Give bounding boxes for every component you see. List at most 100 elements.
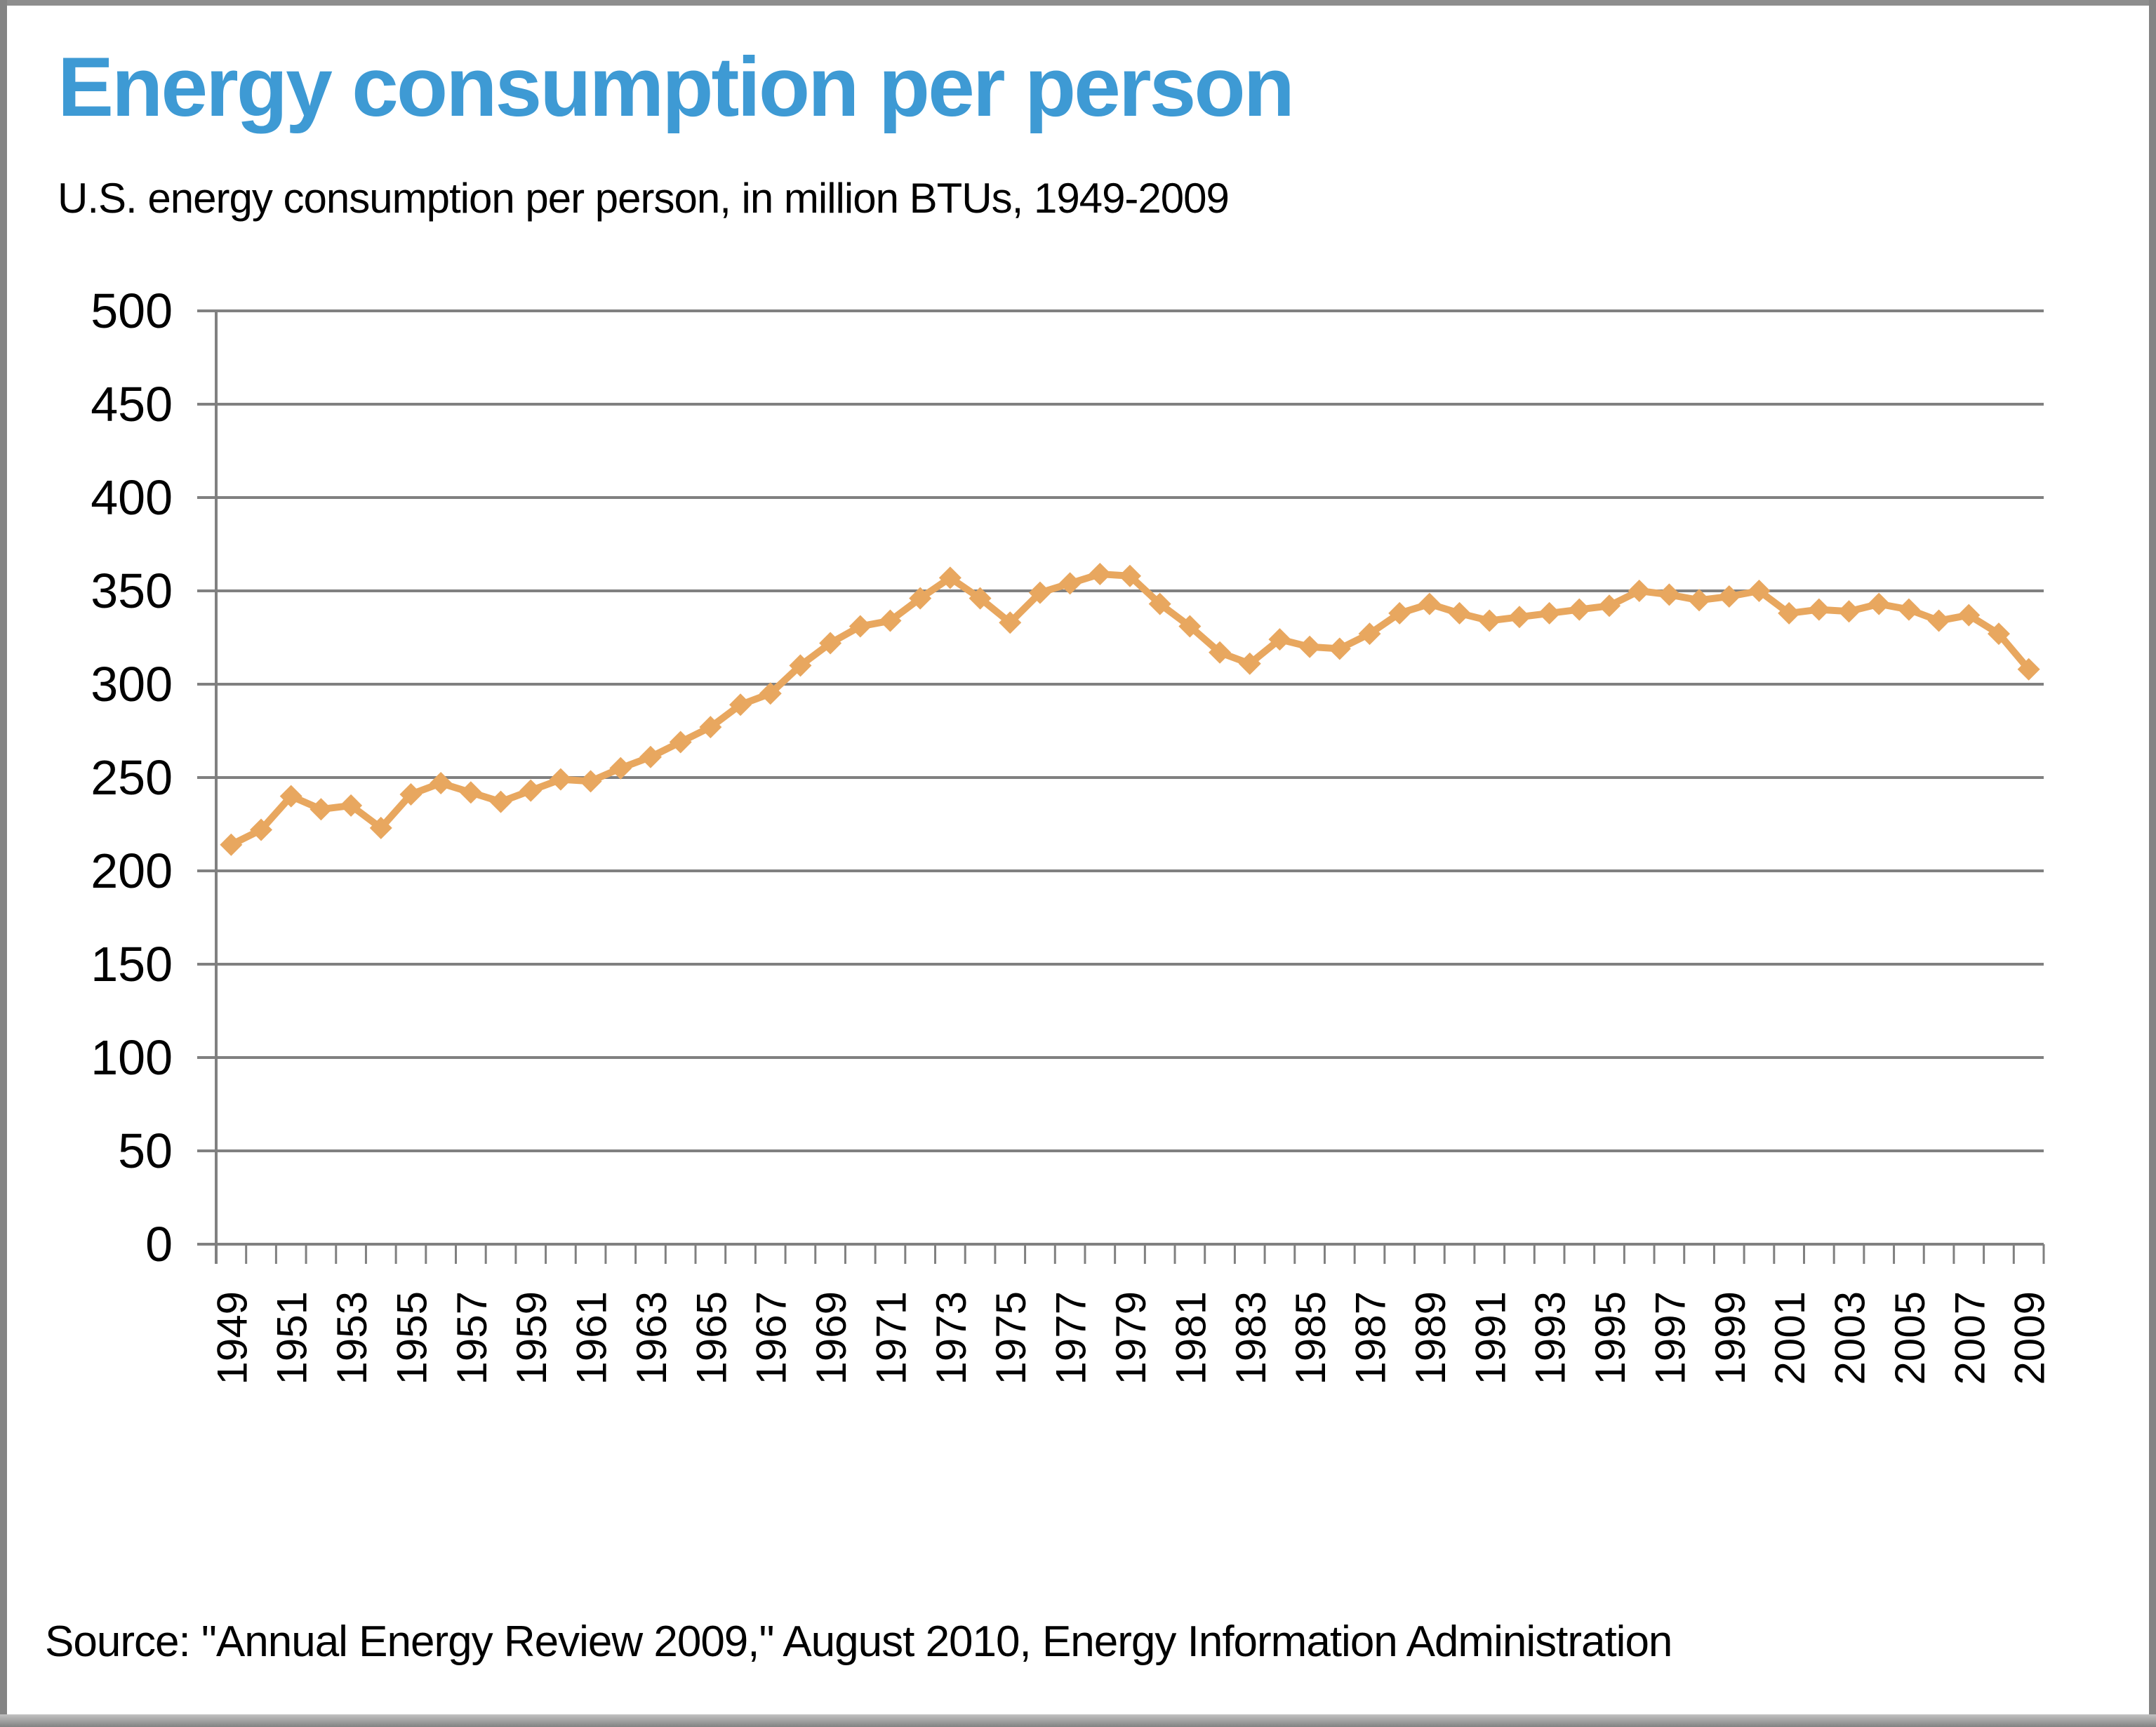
data-point-marker — [399, 782, 422, 806]
data-point-marker — [999, 611, 1022, 634]
data-point-marker — [1358, 622, 1381, 646]
data-point-marker — [789, 654, 812, 677]
data-point-marker — [609, 756, 632, 780]
data-point-marker — [1807, 598, 1830, 621]
x-tick-label: 1959 — [508, 1291, 555, 1385]
x-tick-label: 1951 — [269, 1291, 316, 1385]
data-point-marker — [1688, 589, 1711, 612]
data-point-marker — [489, 790, 512, 813]
x-tick-label: 1967 — [748, 1291, 795, 1385]
x-tick-label: 1977 — [1048, 1291, 1095, 1385]
data-point-marker — [1298, 635, 1322, 658]
chart-title: Energy consumption per person — [58, 40, 1295, 134]
x-tick-label: 2003 — [1827, 1291, 1874, 1385]
data-point-marker — [1388, 601, 1411, 625]
data-point-marker — [1628, 580, 1651, 602]
data-point-marker — [1478, 609, 1501, 632]
x-tick-label: 1993 — [1527, 1291, 1574, 1385]
data-point-marker — [2017, 658, 2040, 681]
window-border-right — [2149, 0, 2156, 1727]
data-point-marker — [459, 781, 482, 804]
x-tick-label: 1995 — [1587, 1291, 1634, 1385]
y-tick-label: 150 — [91, 937, 173, 992]
data-point-marker — [1658, 583, 1681, 606]
data-point-marker — [1418, 592, 1441, 615]
data-point-marker — [250, 818, 273, 841]
y-tick-label: 0 — [145, 1217, 173, 1272]
data-markers — [220, 563, 2040, 856]
data-point-marker — [1089, 563, 1112, 586]
x-tick-label: 2007 — [1946, 1291, 1993, 1385]
x-tick-label: 1965 — [688, 1291, 735, 1385]
data-point-marker — [549, 768, 572, 791]
data-point-marker — [1717, 585, 1741, 608]
data-point-marker — [1028, 581, 1051, 604]
data-point-marker — [669, 731, 692, 754]
x-tick-label: 1987 — [1348, 1291, 1395, 1385]
y-tick-label: 100 — [91, 1030, 173, 1085]
y-axis-labels: 0 50 100 150 200 250 300 350 400 450 500 — [91, 284, 173, 1272]
y-tick-label: 450 — [91, 377, 173, 432]
data-point-marker — [519, 779, 543, 802]
window-border-top — [0, 0, 2156, 6]
x-axis-ticks — [215, 1244, 2045, 1264]
x-tick-label: 1971 — [867, 1291, 914, 1385]
data-point-marker — [699, 716, 722, 739]
data-point-marker — [1178, 615, 1202, 638]
y-tick-label: 400 — [91, 470, 173, 525]
x-tick-label: 1973 — [928, 1291, 975, 1385]
data-point-marker — [430, 771, 453, 794]
y-tick-label: 500 — [91, 284, 173, 338]
data-point-marker — [1957, 604, 1981, 627]
data-point-marker — [729, 693, 752, 716]
data-point-marker — [1778, 601, 1801, 625]
y-tick-label: 250 — [91, 750, 173, 805]
data-point-marker — [938, 566, 961, 589]
data-point-marker — [1148, 592, 1171, 615]
data-point-marker — [1598, 594, 1621, 618]
data-point-marker — [310, 798, 333, 821]
data-point-marker — [579, 770, 602, 793]
data-point-marker — [1448, 601, 1471, 625]
data-point-marker — [849, 615, 872, 638]
y-tick-label: 300 — [91, 657, 173, 712]
data-point-marker — [1238, 652, 1261, 675]
data-point-marker — [1538, 601, 1561, 625]
data-point-marker — [819, 632, 842, 655]
window-border-left — [0, 0, 7, 1727]
data-point-marker — [1868, 592, 1891, 615]
x-tick-label: 1955 — [388, 1291, 435, 1385]
x-tick-label: 2009 — [2007, 1291, 2054, 1385]
data-point-marker — [220, 833, 243, 856]
x-tick-label: 1975 — [987, 1291, 1034, 1385]
data-point-marker — [1748, 580, 1771, 602]
x-tick-label: 1981 — [1167, 1291, 1214, 1385]
data-point-marker — [340, 794, 363, 817]
x-tick-label: 1953 — [328, 1291, 375, 1385]
x-axis-labels: 1949 1951 1953 1955 1957 1959 1961 1963 1965 1967… — [208, 1291, 2053, 1385]
data-point-marker — [1837, 600, 1861, 623]
x-tick-label: 1979 — [1107, 1291, 1154, 1385]
gridlines — [197, 309, 2044, 1246]
x-tick-label: 1989 — [1407, 1291, 1454, 1385]
data-point-marker — [639, 745, 662, 768]
chart-subtitle: U.S. energy consumption per person, in m… — [58, 175, 1230, 222]
x-tick-label: 1991 — [1467, 1291, 1514, 1385]
y-tick-label: 200 — [91, 844, 173, 898]
x-tick-label: 1983 — [1227, 1291, 1275, 1385]
x-tick-label: 2001 — [1766, 1291, 1814, 1385]
data-point-marker — [369, 816, 392, 839]
x-tick-label: 1999 — [1707, 1291, 1754, 1385]
data-point-marker — [1927, 609, 1950, 632]
data-point-marker — [879, 609, 902, 632]
data-point-marker — [279, 785, 302, 808]
data-point-marker — [1897, 598, 1920, 621]
source-note: Source: "Annual Energy Review 2009," Aug… — [45, 1618, 1672, 1666]
data-point-marker — [1328, 637, 1351, 660]
data-point-marker — [1268, 628, 1291, 651]
data-point-marker — [1508, 606, 1531, 629]
x-tick-label: 1957 — [448, 1291, 495, 1385]
x-tick-label: 1985 — [1287, 1291, 1334, 1385]
